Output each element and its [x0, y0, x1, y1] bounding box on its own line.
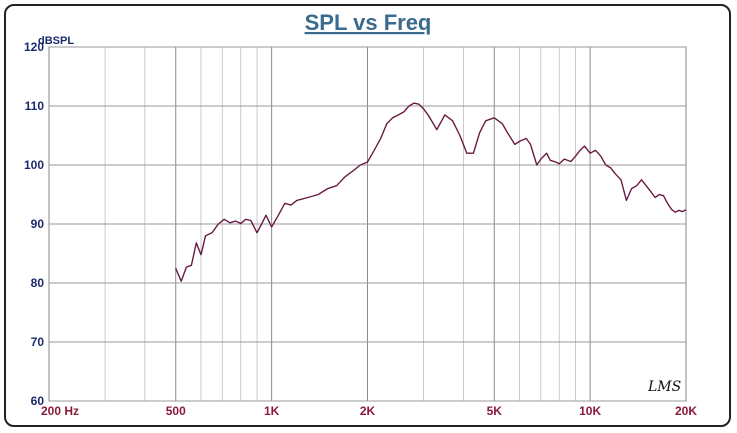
- y-tick-label: 60: [31, 394, 45, 408]
- y-tick-label: 110: [25, 99, 45, 113]
- y-tick-label: 120: [24, 40, 44, 54]
- y-tick-label: 100: [24, 158, 44, 172]
- x-tick-label: 2K: [360, 404, 376, 418]
- x-tick-label: 200 Hz: [41, 404, 79, 418]
- y-axis-label: dBSPL: [38, 35, 74, 47]
- x-tick-label: 5K: [487, 404, 503, 418]
- chart-title: SPL vs Freq: [305, 10, 432, 35]
- x-tick-label: 500: [166, 404, 186, 418]
- spl-curve-shadow: [175, 102, 687, 282]
- x-tick-label: 1K: [264, 404, 280, 418]
- y-tick-label: 70: [31, 335, 45, 349]
- x-tick-label: 20K: [675, 404, 697, 418]
- y-tick-label: 80: [31, 276, 45, 290]
- plot-area: 60 70 80 90 100 110 120 200 Hz 500 1K 2K 5K 10K 20K: [24, 40, 697, 418]
- y-tick-label: 90: [31, 217, 45, 231]
- watermark-signature: LMS: [647, 379, 681, 395]
- x-tick-label: 10K: [579, 404, 601, 418]
